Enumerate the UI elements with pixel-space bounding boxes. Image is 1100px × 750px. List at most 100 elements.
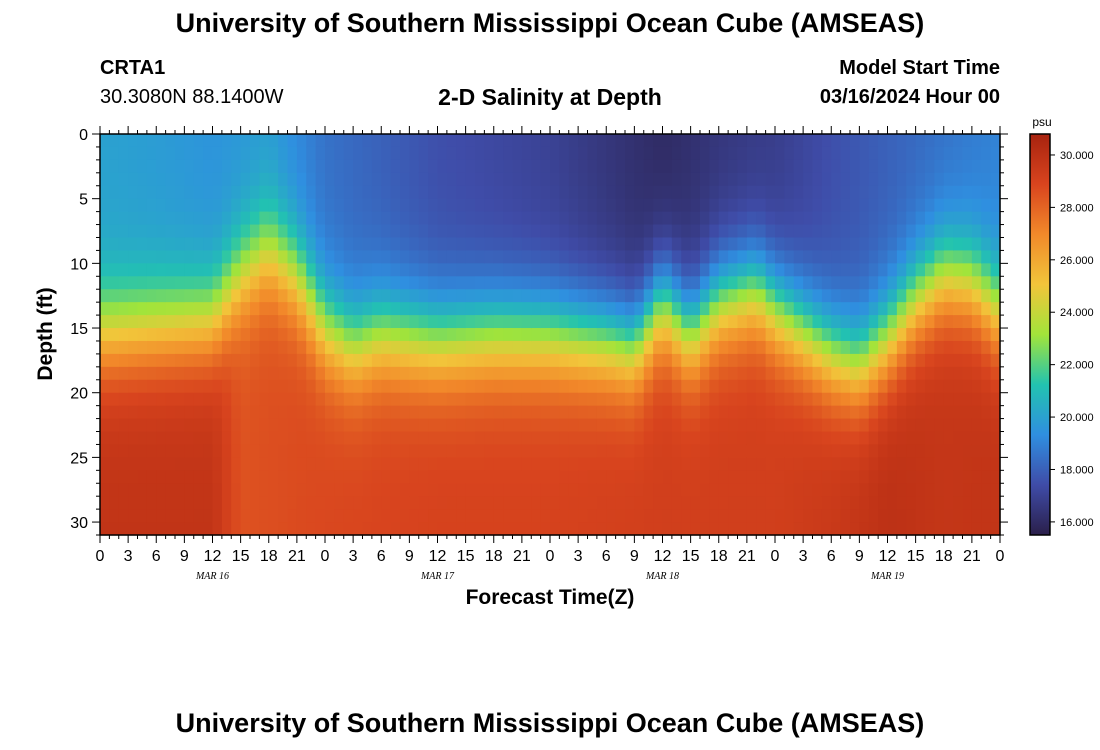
heatmap-cell: [259, 160, 269, 174]
heatmap-cell: [944, 457, 954, 471]
heatmap-cell: [203, 225, 213, 239]
heatmap-cell: [316, 393, 326, 407]
heatmap-cell: [428, 212, 438, 226]
heatmap-cell: [400, 302, 410, 316]
heatmap-cell: [663, 250, 673, 264]
heatmap-cell: [372, 406, 382, 420]
heatmap-cell: [466, 341, 476, 355]
heatmap-cell: [963, 173, 973, 187]
heatmap-cell: [578, 173, 588, 187]
heatmap-cell: [766, 147, 776, 161]
heatmap-cell: [522, 250, 532, 264]
heatmap-cell: [728, 134, 738, 148]
heatmap-cell: [925, 276, 935, 290]
heatmap-cell: [953, 457, 963, 471]
heatmap-cell: [784, 160, 794, 174]
heatmap-cell: [316, 341, 326, 355]
y-tick-label: 25: [70, 450, 88, 467]
heatmap-cell: [288, 212, 298, 226]
heatmap-cell: [822, 457, 832, 471]
heatmap-cell: [344, 160, 354, 174]
heatmap-cell: [963, 289, 973, 303]
heatmap-cell: [813, 212, 823, 226]
heatmap-cell: [325, 483, 335, 497]
heatmap-cell: [831, 212, 841, 226]
heatmap-cell: [419, 173, 429, 187]
heatmap-cell: [100, 199, 110, 213]
heatmap-cell: [222, 393, 232, 407]
heatmap-cell: [513, 406, 523, 420]
heatmap-cell: [700, 237, 710, 251]
heatmap-cell: [653, 302, 663, 316]
heatmap-cell: [269, 134, 279, 148]
heatmap-cell: [269, 341, 279, 355]
x-tick-label: 21: [738, 548, 756, 565]
heatmap-cell: [400, 444, 410, 458]
heatmap-cell: [503, 393, 513, 407]
heatmap-cell: [316, 496, 326, 510]
heatmap-cell: [475, 289, 485, 303]
heatmap-cell: [363, 483, 373, 497]
heatmap-cell: [831, 393, 841, 407]
heatmap-cell: [400, 341, 410, 355]
heatmap-cell: [681, 406, 691, 420]
heatmap-cell: [981, 173, 991, 187]
heatmap-cell: [663, 173, 673, 187]
heatmap-cell: [606, 419, 616, 433]
heatmap-cell: [663, 483, 673, 497]
heatmap-cell: [859, 367, 869, 381]
heatmap-cell: [269, 173, 279, 187]
heatmap-cell: [822, 470, 832, 484]
heatmap-cell: [353, 509, 363, 523]
heatmap-cell: [653, 509, 663, 523]
heatmap-cell: [269, 212, 279, 226]
heatmap-cell: [709, 212, 719, 226]
heatmap-cell: [691, 496, 701, 510]
heatmap-cell: [756, 147, 766, 161]
heatmap-cell: [381, 315, 391, 329]
heatmap-cell: [869, 250, 879, 264]
heatmap-cell: [522, 160, 532, 174]
heatmap-cell: [953, 160, 963, 174]
heatmap-cell: [316, 134, 326, 148]
heatmap-cell: [541, 496, 551, 510]
heatmap-cell: [597, 147, 607, 161]
heatmap-cell: [981, 147, 991, 161]
heatmap-cell: [372, 444, 382, 458]
heatmap-cell: [709, 444, 719, 458]
heatmap-cell: [691, 315, 701, 329]
heatmap-cell: [109, 147, 119, 161]
heatmap-cell: [475, 509, 485, 523]
heatmap-cell: [147, 315, 157, 329]
heatmap-cell: [259, 509, 269, 523]
heatmap-cell: [419, 186, 429, 200]
heatmap-cell: [456, 509, 466, 523]
heatmap-cell: [794, 328, 804, 342]
heatmap-cell: [184, 237, 194, 251]
heatmap-cell: [438, 315, 448, 329]
heatmap-cell: [644, 237, 654, 251]
heatmap-cell: [644, 419, 654, 433]
heatmap-cell: [325, 419, 335, 433]
heatmap-cell: [634, 380, 644, 394]
heatmap-cell: [869, 160, 879, 174]
heatmap-cell: [728, 160, 738, 174]
heatmap-cell: [972, 237, 982, 251]
heatmap-cell: [569, 393, 579, 407]
heatmap-cell: [166, 419, 176, 433]
heatmap-cell: [588, 432, 598, 446]
heatmap-cell: [306, 315, 316, 329]
heatmap-cell: [316, 173, 326, 187]
heatmap-cell: [841, 237, 851, 251]
heatmap-cell: [822, 225, 832, 239]
heatmap-cell: [466, 134, 476, 148]
heatmap-cell: [203, 406, 213, 420]
heatmap-cell: [775, 470, 785, 484]
heatmap-cell: [606, 263, 616, 277]
heatmap-cell: [475, 419, 485, 433]
heatmap-cell: [513, 212, 523, 226]
heatmap-cell: [813, 276, 823, 290]
heatmap-cell: [869, 367, 879, 381]
heatmap-cell: [550, 302, 560, 316]
heatmap-cell: [391, 354, 401, 368]
